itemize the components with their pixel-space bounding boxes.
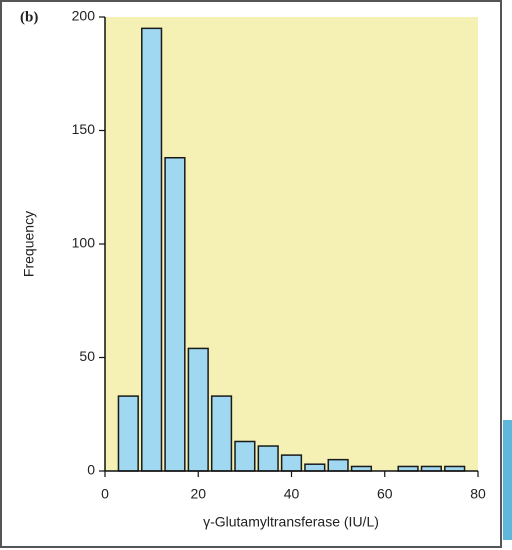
bar: [234, 440, 256, 472]
bar: [210, 395, 233, 472]
y-tick-label: 150: [72, 121, 96, 137]
y-tick-label: 0: [87, 462, 95, 478]
bar: [304, 463, 326, 472]
side-tab: [503, 420, 512, 540]
panel-label: (b): [20, 9, 38, 25]
x-axis-label: γ-Glutamyltransferase (IU/L): [203, 514, 379, 530]
bar: [187, 347, 209, 472]
x-tick-label: 40: [284, 486, 300, 502]
y-tick-label: 50: [79, 348, 95, 364]
y-tick-label: 100: [72, 235, 96, 251]
x-tick-label: 20: [190, 486, 206, 502]
bar: [257, 445, 279, 472]
bar: [280, 454, 303, 472]
x-tick-label: 0: [101, 486, 109, 502]
x-tick-label: 60: [377, 486, 393, 502]
bar: [164, 156, 186, 472]
bar: [141, 27, 163, 472]
bar: [327, 458, 349, 472]
frame: [0, 0, 502, 548]
y-tick-label: 200: [72, 8, 96, 24]
bar: [117, 395, 139, 472]
y-axis-label: Frequency: [21, 211, 37, 277]
x-tick-label: 80: [470, 486, 486, 502]
